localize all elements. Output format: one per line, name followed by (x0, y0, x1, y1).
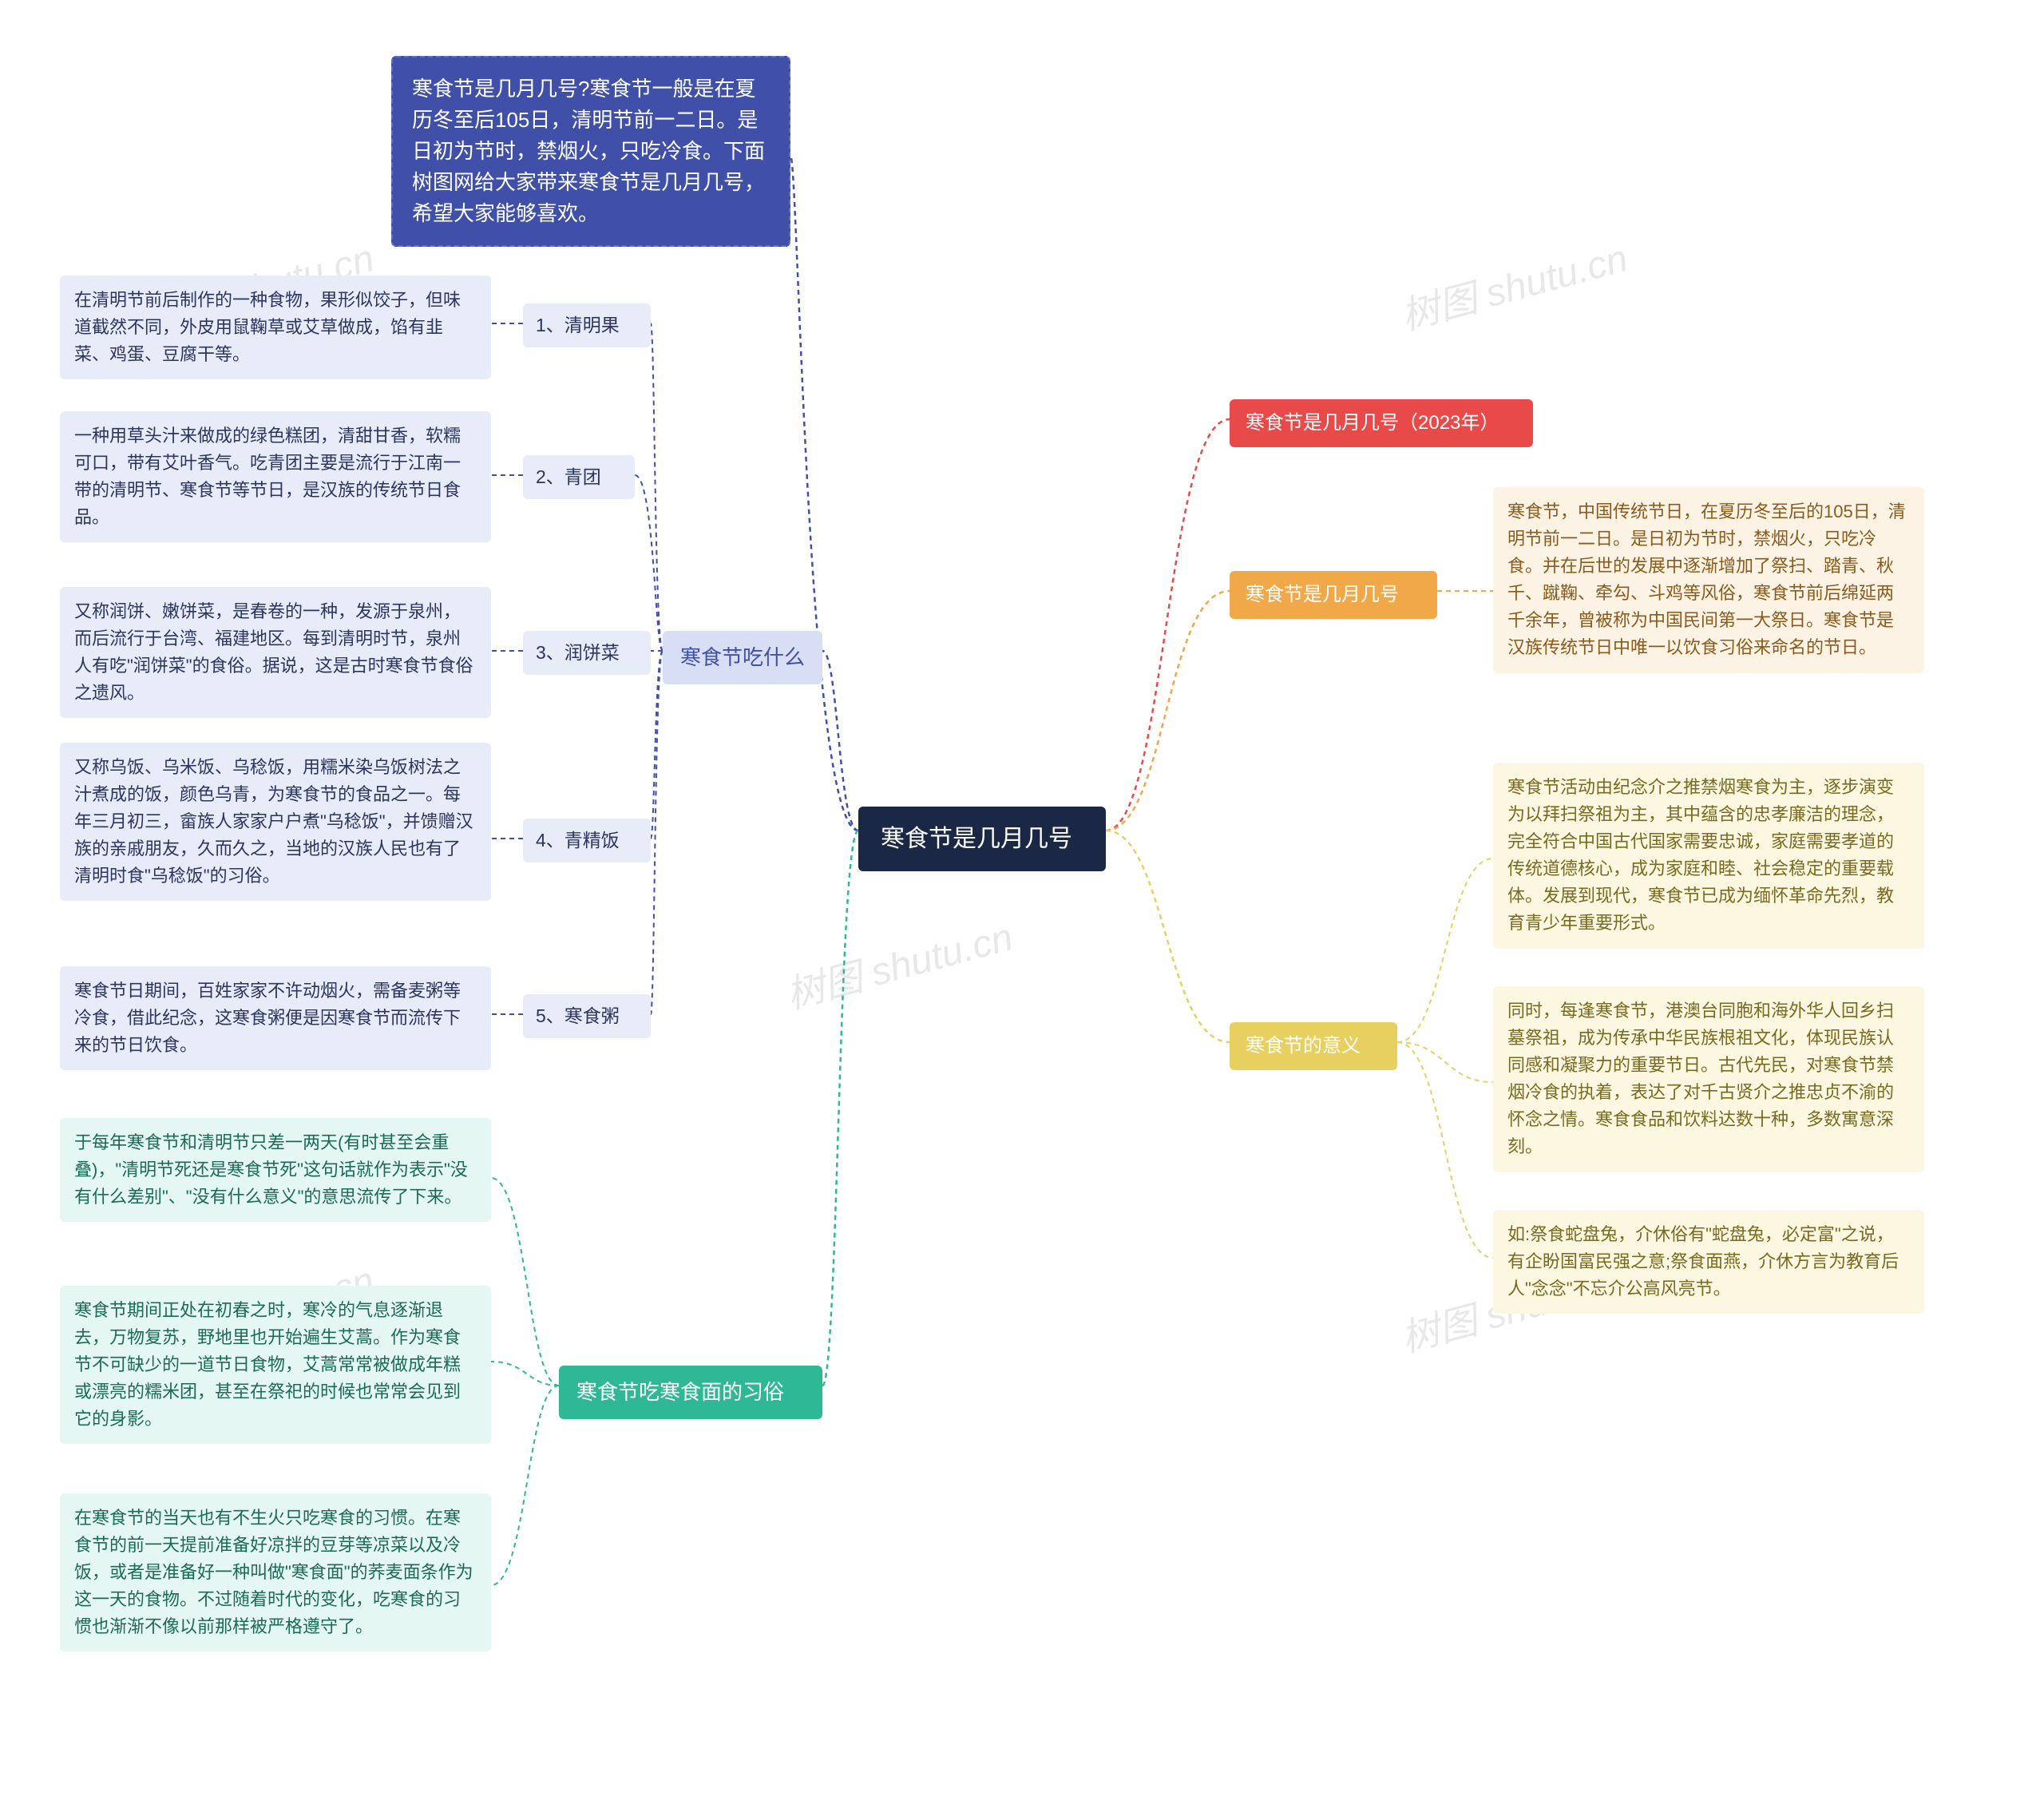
food-desc-4: 又称乌饭、乌米饭、乌稔饭，用糯米染乌饭树法之汁煮成的饭，颜色乌青，为寒食节的食品… (60, 743, 491, 901)
food-desc-3: 又称润饼、嫩饼菜，是春卷的一种，发源于泉州，而后流行于台湾、福建地区。每到清明时… (60, 587, 491, 718)
food-desc-5: 寒食节日期间，百姓家家不许动烟火，需备麦粥等冷食，借此纪念，这寒食粥便是因寒食节… (60, 966, 491, 1070)
right-meaning-node: 寒食节的意义 (1230, 1022, 1397, 1070)
watermark: 树图 shutu.cn (1394, 227, 1633, 341)
center-node: 寒食节是几月几号 (858, 807, 1106, 871)
right-year-node: 寒食节是几月几号（2023年） (1230, 399, 1533, 447)
food-desc-2: 一种用草头汁来做成的绿色糕团，清甜甘香，软糯可口，带有艾叶香气。吃青团主要是流行… (60, 411, 491, 542)
food-item-3: 3、润饼菜 (523, 631, 651, 675)
food-item-1: 1、清明果 (523, 303, 651, 347)
custom-desc-2: 寒食节期间正处在初春之时，寒冷的气息逐渐退去，万物复苏，野地里也开始遍生艾蒿。作… (60, 1286, 491, 1444)
food-header: 寒食节吃什么 (663, 631, 822, 684)
intro-node: 寒食节是几月几号?寒食节一般是在夏历冬至后105日，清明节前一二日。是日初为节时… (391, 56, 790, 247)
food-item-4: 4、青精饭 (523, 819, 651, 862)
right-meaning-desc-3: 如:祭食蛇盘兔，介休俗有"蛇盘兔，必定富"之说，有企盼国富民强之意;祭食面燕，介… (1493, 1210, 1924, 1314)
food-item-5: 5、寒食粥 (523, 994, 651, 1038)
food-item-2: 2、青团 (523, 455, 635, 499)
custom-desc-1: 于每年寒食节和清明节只差一两天(有时甚至会重叠)，"清明节死还是寒食节死"这句话… (60, 1118, 491, 1222)
right-when-node: 寒食节是几月几号 (1230, 571, 1437, 619)
food-desc-1: 在清明节前后制作的一种食物，果形似饺子，但味道截然不同，外皮用鼠鞠草或艾草做成，… (60, 276, 491, 379)
right-meaning-desc-1: 寒食节活动由纪念介之推禁烟寒食为主，逐步演变为以拜扫祭祖为主，其中蕴含的忠孝廉洁… (1493, 763, 1924, 949)
right-meaning-desc-2: 同时，每逢寒食节，港澳台同胞和海外华人回乡扫墓祭祖，成为传承中华民族根祖文化，体… (1493, 986, 1924, 1172)
custom-desc-3: 在寒食节的当天也有不生火只吃寒食的习惯。在寒食节的前一天提前准备好凉拌的豆芽等凉… (60, 1493, 491, 1651)
right-when-desc: 寒食节，中国传统节日，在夏历冬至后的105日，清明节前一二日。是日初为节时，禁烟… (1493, 487, 1924, 673)
custom-header: 寒食节吃寒食面的习俗 (559, 1366, 822, 1419)
watermark: 树图 shutu.cn (779, 906, 1018, 1020)
